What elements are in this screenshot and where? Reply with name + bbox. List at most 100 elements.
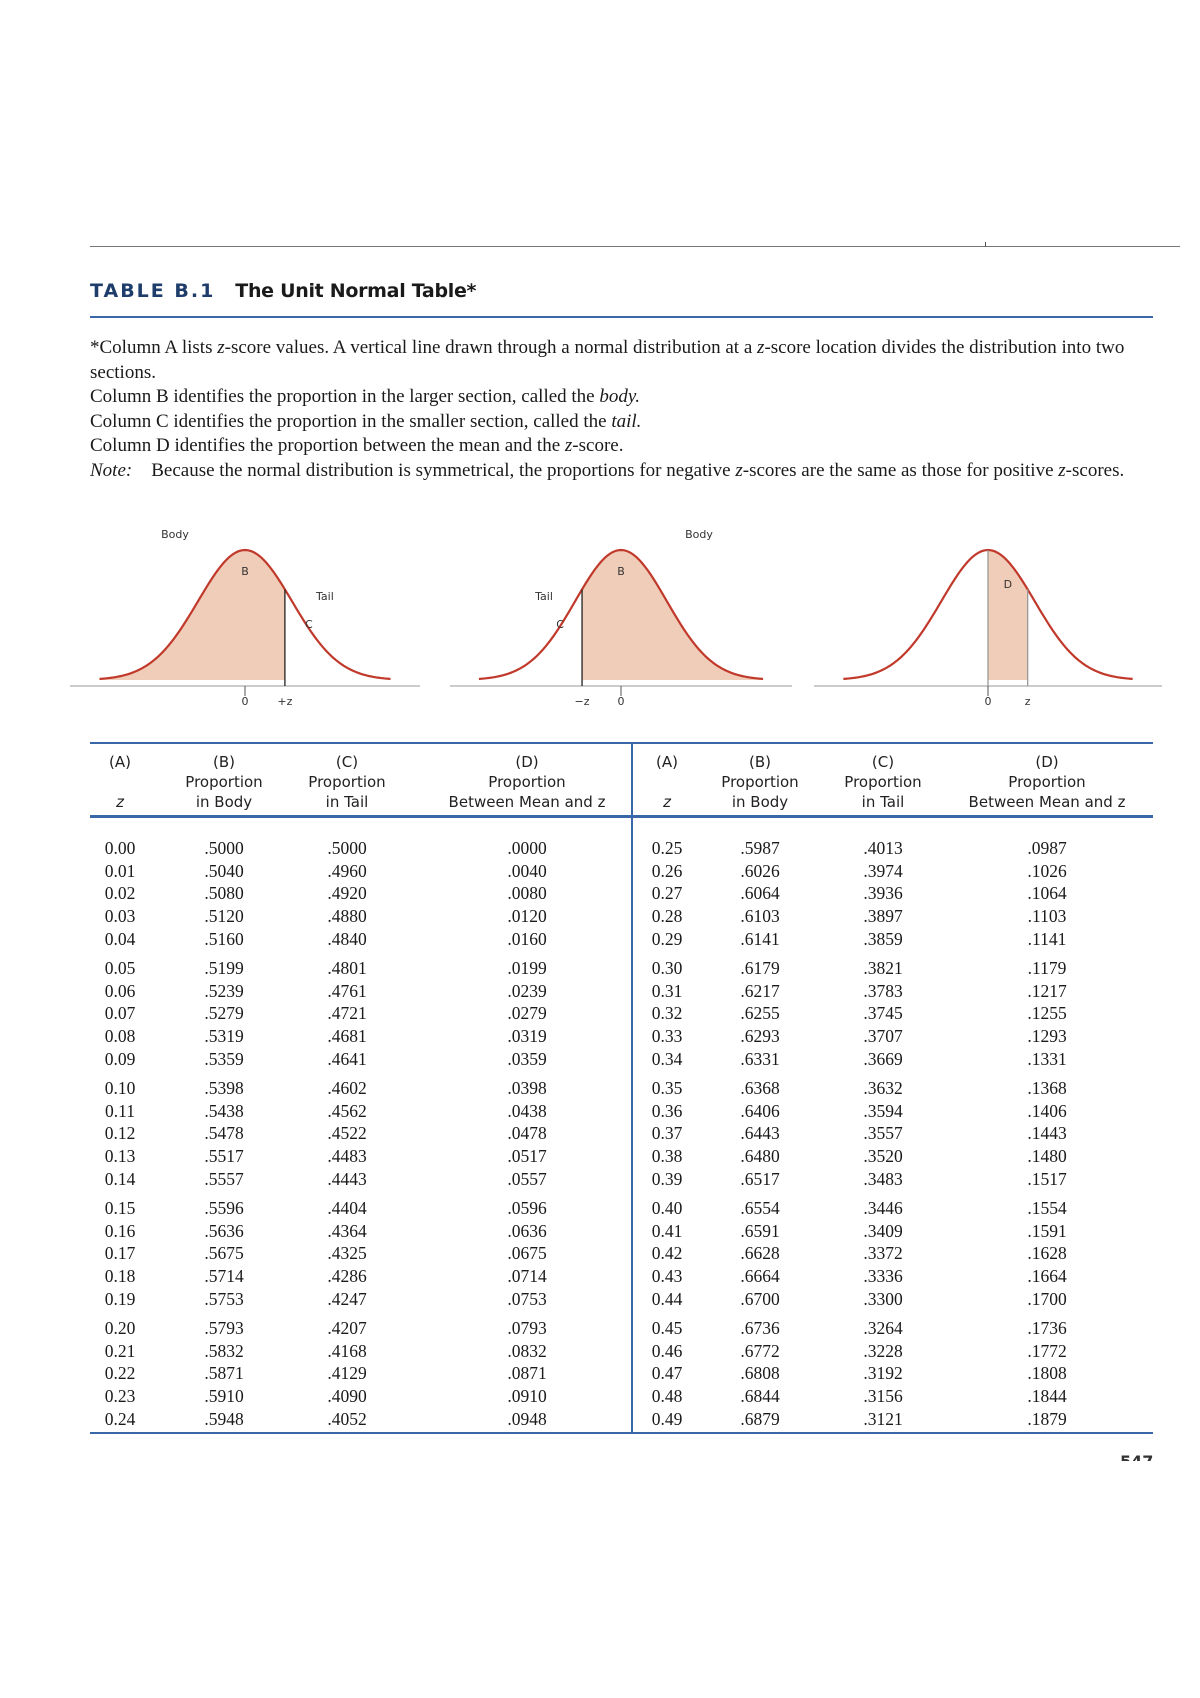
table-cell: .0080 bbox=[507, 883, 547, 904]
table-cell: .5199 bbox=[204, 958, 244, 978]
table-cell: 0.01 bbox=[104, 860, 136, 881]
table-cell: 0.12 bbox=[104, 1123, 136, 1144]
table-cell: 0.42 bbox=[651, 1243, 683, 1264]
table-cell: 0.04 bbox=[104, 928, 136, 949]
table-cell: .4920 bbox=[327, 883, 367, 904]
table-cell: 0.46 bbox=[651, 1340, 683, 1361]
table-cell: .1554 bbox=[1027, 1198, 1067, 1218]
header-line2: in Body bbox=[195, 793, 253, 811]
table-cell: .6480 bbox=[740, 1146, 780, 1167]
header-line2: in Tail bbox=[325, 793, 369, 811]
table-cell: .5080 bbox=[204, 883, 244, 904]
table-cell: 0.15 bbox=[104, 1198, 136, 1218]
normal-curve bbox=[478, 548, 764, 681]
table-cell: .4404 bbox=[327, 1198, 367, 1218]
header-letter: (A) bbox=[656, 753, 678, 771]
mean-label: 0 bbox=[242, 695, 249, 708]
table-cell: .5557 bbox=[204, 1168, 244, 1189]
table-cell: .5910 bbox=[204, 1386, 244, 1407]
title-rule bbox=[90, 316, 1153, 318]
table-cell: .6808 bbox=[740, 1363, 780, 1384]
table-cell: .4247 bbox=[327, 1288, 367, 1309]
z-label: z bbox=[1025, 695, 1031, 708]
table-cell: .0398 bbox=[507, 1078, 547, 1098]
header-left-col-3: (D) Proportion Between Mean and z bbox=[432, 752, 622, 812]
table-cell: 0.44 bbox=[651, 1288, 683, 1309]
normal-curves-figure: 0 +z Body B Tail C 0 −z Body B Tail C 0 z D bbox=[70, 528, 1162, 708]
table-cell: .1480 bbox=[1027, 1146, 1067, 1167]
header-line1: Proportion bbox=[488, 773, 566, 791]
table-cell: 0.43 bbox=[651, 1266, 683, 1287]
header-letter: (A) bbox=[109, 753, 131, 771]
table-cell: .6664 bbox=[740, 1266, 780, 1287]
table-cell: .0319 bbox=[507, 1026, 547, 1047]
table-cell: .4761 bbox=[327, 980, 367, 1001]
table-cell: .6591 bbox=[740, 1220, 780, 1241]
table-cell: .1064 bbox=[1027, 883, 1067, 904]
table-cell: .1331 bbox=[1027, 1048, 1067, 1069]
table-number: TABLE B.1 bbox=[90, 280, 216, 302]
table-cell: .5478 bbox=[204, 1123, 244, 1144]
table-cell: .1591 bbox=[1027, 1220, 1067, 1241]
table-cell: .0910 bbox=[507, 1386, 547, 1407]
table-cell: .3228 bbox=[863, 1340, 903, 1361]
table-cell: 0.00 bbox=[104, 838, 136, 858]
table-cell: .5160 bbox=[204, 928, 244, 949]
table-cell: .5517 bbox=[204, 1146, 244, 1167]
header-letter: (D) bbox=[1035, 753, 1059, 771]
table-cell: .6331 bbox=[740, 1048, 780, 1069]
table-cell: 0.19 bbox=[104, 1288, 136, 1309]
table-cell: .1368 bbox=[1027, 1078, 1067, 1098]
table-cell: .3783 bbox=[863, 980, 903, 1001]
table-cell: .5596 bbox=[204, 1198, 244, 1218]
table-cell: .0636 bbox=[507, 1220, 547, 1241]
table-cell: 0.39 bbox=[651, 1168, 683, 1189]
table-title: TABLE B.1 The Unit Normal Table* bbox=[90, 280, 477, 302]
table-cell: .4443 bbox=[327, 1168, 367, 1189]
table-cell: 0.03 bbox=[104, 906, 136, 927]
header-line2: Between Mean and z bbox=[968, 793, 1126, 811]
table-cell: .1772 bbox=[1027, 1340, 1067, 1361]
table-cell: .5000 bbox=[204, 838, 244, 858]
header-letter: (B) bbox=[749, 753, 771, 771]
table-cell: .5793 bbox=[204, 1318, 244, 1338]
table-cell: .4801 bbox=[327, 958, 367, 978]
table-cell: .3821 bbox=[863, 958, 903, 978]
table-cell: .5120 bbox=[204, 906, 244, 927]
header-letter: (B) bbox=[213, 753, 235, 771]
table-cell: .1255 bbox=[1027, 1003, 1067, 1024]
header-line1: Proportion bbox=[721, 773, 799, 791]
table-cell: 0.26 bbox=[651, 860, 683, 881]
table-cell: .6736 bbox=[740, 1318, 780, 1338]
table-header-rule bbox=[90, 815, 1153, 818]
table-cell: 0.25 bbox=[651, 838, 683, 858]
table-cell: 0.41 bbox=[651, 1220, 683, 1241]
table-cell: .6255 bbox=[740, 1003, 780, 1024]
body-label: Body bbox=[685, 530, 713, 541]
table-cell: .0478 bbox=[507, 1123, 547, 1144]
table-cell: .0359 bbox=[507, 1048, 547, 1069]
table-cell: .4052 bbox=[327, 1408, 367, 1429]
header-line2: in Body bbox=[731, 793, 789, 811]
table-cell: .5636 bbox=[204, 1220, 244, 1241]
table-cell: 0.17 bbox=[104, 1243, 136, 1264]
header-right-col-3: (D) Proportion Between Mean and z bbox=[952, 752, 1142, 812]
table-cell: .1293 bbox=[1027, 1026, 1067, 1047]
table-cell: .1808 bbox=[1027, 1363, 1067, 1384]
table-cell: .5398 bbox=[204, 1078, 244, 1098]
shaded-area-2 bbox=[582, 550, 764, 680]
header-right-col-1: (B) Proportion in Body bbox=[705, 752, 815, 812]
header-left-col-0: (A) z bbox=[90, 752, 150, 812]
table-cell: 0.08 bbox=[104, 1026, 136, 1047]
table-cell: 0.40 bbox=[651, 1198, 683, 1218]
header-right-col-2: (C) Proportion in Tail bbox=[828, 752, 938, 812]
table-cell: .6293 bbox=[740, 1026, 780, 1047]
tail-label: Tail bbox=[315, 590, 334, 603]
table-cell: 0.16 bbox=[104, 1220, 136, 1241]
table-cell: 0.06 bbox=[104, 980, 136, 1001]
table-cell: .1700 bbox=[1027, 1288, 1067, 1309]
table-cell: .0948 bbox=[507, 1408, 547, 1429]
z-label: −z bbox=[575, 695, 590, 708]
table-cell: .3707 bbox=[863, 1026, 903, 1047]
header-line1 bbox=[637, 772, 697, 792]
